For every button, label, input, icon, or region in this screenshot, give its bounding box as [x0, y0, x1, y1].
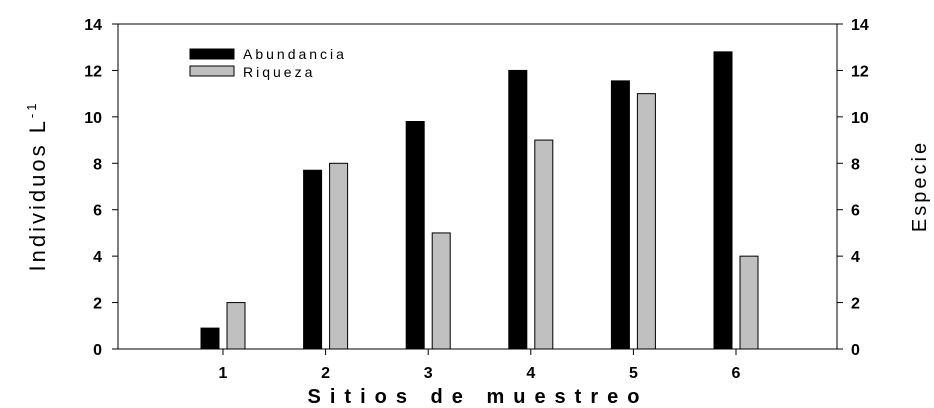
bar-riqueza [226, 302, 246, 350]
x-tick-label: 4 [526, 365, 535, 382]
x-tick-label: 6 [732, 365, 741, 382]
bar-abundancia [610, 80, 630, 350]
bar-riqueza [431, 232, 451, 350]
right-y-tick-label: 12 [851, 63, 869, 80]
left-y-tick-label: 8 [93, 156, 102, 173]
right-y-axis: 0 2 4 6 8 10 12 14 [837, 17, 869, 359]
bar-riqueza [329, 162, 349, 350]
bar-abundancia [508, 69, 528, 350]
right-y-tick-label: 6 [851, 203, 860, 220]
x-axis-label: Sitios de muestreo [308, 386, 649, 408]
legend-swatch-abundancia [189, 48, 235, 60]
y-axis-label-main: Individuos L [25, 118, 50, 271]
left-y-tick-label: 0 [93, 342, 102, 359]
bar-abundancia [303, 169, 323, 350]
right-y-tick-label: 10 [851, 110, 869, 127]
y-axis-label-superscript: -1 [24, 101, 39, 119]
right-y-tick-label: 4 [851, 249, 860, 266]
bar-abundancia [713, 51, 733, 350]
legend-label-abundancia: Abundancia [243, 46, 347, 62]
legend-swatch-riqueza [189, 65, 235, 77]
bar-riqueza [534, 139, 554, 350]
bar-riqueza [739, 255, 759, 350]
right-y-tick-label: 14 [851, 17, 869, 34]
bar-riqueza [636, 93, 656, 350]
left-y-tick-label: 4 [93, 249, 102, 266]
left-y-axis: 0 2 4 6 8 10 12 14 [84, 17, 118, 359]
x-tick-label: 1 [219, 365, 228, 382]
left-y-tick-label: 6 [93, 203, 102, 220]
legend-label-riqueza: Riqueza [243, 64, 315, 80]
left-y-tick-label: 10 [84, 110, 102, 127]
left-y-tick-label: 2 [93, 296, 102, 313]
right-y-axis-label: Especie [909, 140, 931, 232]
x-tick-label: 5 [629, 365, 638, 382]
x-axis: 1 2 3 4 5 6 [219, 349, 741, 382]
bar-abundancia [200, 327, 220, 350]
left-y-tick-label: 12 [84, 63, 102, 80]
right-y-tick-label: 2 [851, 296, 860, 313]
x-tick-label: 3 [424, 365, 433, 382]
bar-abundancia [405, 121, 425, 350]
plot-frame [117, 23, 838, 350]
right-y-tick-label: 0 [851, 342, 860, 359]
y-axis-label: Individuos L-1 [24, 101, 50, 272]
legend: Abundancia Riqueza [189, 46, 347, 80]
right-y-tick-label: 8 [851, 156, 860, 173]
left-y-tick-label: 14 [84, 17, 102, 34]
x-tick-label: 2 [321, 365, 330, 382]
bar-series [200, 51, 759, 350]
